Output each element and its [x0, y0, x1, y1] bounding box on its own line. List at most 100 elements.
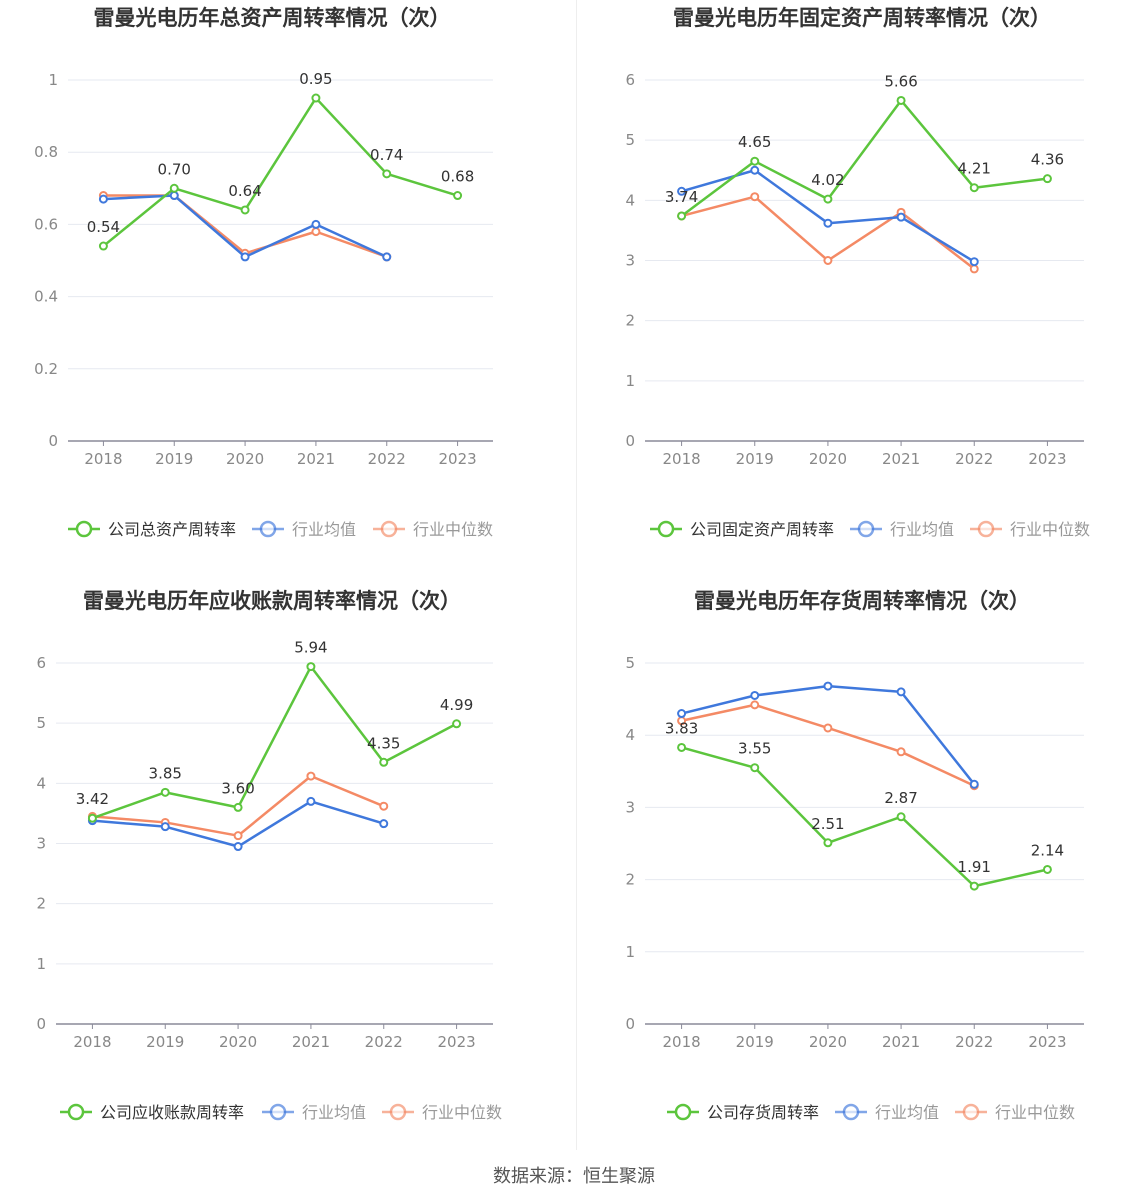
- avg-data-point: [750, 165, 760, 175]
- company-data-point: [453, 191, 463, 201]
- legend-label: 行业均值: [875, 1103, 939, 1122]
- x-tick-label: 2018: [662, 450, 700, 468]
- avg-data-point: [677, 186, 687, 196]
- y-tick-label: 0.8: [34, 143, 58, 161]
- company-data-point: [823, 838, 833, 848]
- x-tick-label: 2021: [882, 450, 920, 468]
- avg-data-point: [750, 690, 760, 700]
- median-data-point: [823, 723, 833, 733]
- data-label: 3.42: [76, 790, 109, 808]
- y-tick-label: 4: [625, 726, 635, 744]
- company-data-point: [233, 802, 243, 812]
- data-label: 4.99: [440, 696, 473, 714]
- legend-item-avg: 行业均值: [835, 1103, 939, 1122]
- avg-data-point: [677, 709, 687, 719]
- x-tick-label: 2022: [955, 1033, 993, 1051]
- panel-divider: [576, 0, 577, 1150]
- data-source: 数据来源：恒生聚源: [493, 1166, 655, 1187]
- y-tick-label: 1: [48, 71, 58, 89]
- legend-label: 行业中位数: [1010, 520, 1090, 539]
- company-data-point: [823, 194, 833, 204]
- legend-item-company: 公司存货周转率: [667, 1103, 819, 1122]
- avg-data-point: [240, 252, 250, 262]
- avg-data-point: [233, 842, 243, 852]
- company-data-point: [87, 813, 97, 823]
- company-data-point: [677, 742, 687, 752]
- legend-item-company: 公司固定资产周转率: [650, 520, 834, 539]
- legend-marker: [842, 1103, 860, 1121]
- legend-marker: [75, 520, 93, 538]
- median-data-point: [823, 256, 833, 265]
- legend-label: 行业均值: [890, 520, 954, 539]
- avg-data-point: [823, 681, 833, 691]
- company-data-point: [896, 812, 906, 822]
- company-data-point: [750, 156, 760, 166]
- data-label: 0.54: [87, 218, 120, 236]
- legend-marker: [269, 1103, 287, 1121]
- avg-data-point: [98, 194, 108, 204]
- y-tick-label: 0.6: [34, 215, 58, 233]
- data-label: 0.74: [370, 146, 403, 164]
- avg-data-point: [382, 252, 392, 262]
- y-tick-label: 5: [625, 131, 635, 149]
- y-tick-label: 2: [625, 871, 635, 889]
- avg-data-point: [169, 191, 179, 201]
- data-label: 3.83: [665, 719, 698, 737]
- legend-item-median: 行业中位数: [373, 520, 493, 539]
- median-data-point: [379, 801, 389, 811]
- y-tick-label: 6: [625, 71, 635, 89]
- avg-data-point: [969, 779, 979, 789]
- x-tick-label: 2020: [809, 450, 847, 468]
- legend-item-avg: 行业均值: [850, 520, 954, 539]
- y-tick-label: 4: [625, 191, 635, 209]
- chart-title: 雷曼光电历年存货周转率情况（次）: [694, 589, 1030, 613]
- chart-svg: 雷曼光电历年应收账款周转率情况（次） 0 1 2 3 4 5 6 2018 2019 2020 202…: [36, 589, 502, 1122]
- median-data-point: [306, 771, 316, 781]
- y-tick-label: 2: [625, 312, 635, 330]
- x-tick-label: 2020: [219, 1033, 257, 1051]
- data-label: 1.91: [958, 858, 991, 876]
- avg-data-point: [379, 819, 389, 829]
- legend-item-median: 行业中位数: [970, 520, 1090, 539]
- legend-label: 行业均值: [302, 1103, 366, 1122]
- data-label: 3.74: [665, 188, 698, 206]
- data-label: 0.70: [158, 160, 191, 178]
- y-tick-label: 0: [48, 432, 58, 450]
- legend-marker: [962, 1103, 980, 1121]
- x-tick-label: 2020: [809, 1033, 847, 1051]
- company-data-point: [382, 169, 392, 179]
- y-tick-label: 0.2: [34, 360, 58, 378]
- legend-item-median: 行业中位数: [382, 1103, 502, 1122]
- legend-marker: [67, 1103, 85, 1121]
- company-data-point: [1042, 864, 1052, 874]
- legend-item-company: 公司总资产周转率: [68, 520, 236, 539]
- legend-label: 行业中位数: [995, 1103, 1075, 1122]
- y-tick-label: 4: [36, 774, 46, 792]
- company-data-point: [750, 763, 760, 773]
- x-tick-label: 2023: [438, 450, 476, 468]
- company-data-point: [311, 93, 321, 103]
- company-data-point: [306, 662, 316, 672]
- data-label: 0.95: [299, 70, 332, 88]
- legend-label: 公司固定资产周转率: [690, 520, 834, 539]
- y-tick-label: 3: [625, 798, 635, 816]
- data-label: 2.51: [811, 815, 844, 833]
- x-tick-label: 2021: [292, 1033, 330, 1051]
- company-data-point: [169, 183, 179, 193]
- company-data-point: [379, 757, 389, 767]
- x-tick-label: 2018: [662, 1033, 700, 1051]
- y-tick-label: 3: [625, 252, 635, 270]
- chart-plot-group: 雷曼光电历年应收账款周转率情况（次） 0 1 2 3 4 5 6 2018 2019 2020 202…: [36, 589, 502, 1122]
- median-data-point: [750, 192, 760, 202]
- legend-marker: [857, 520, 875, 538]
- data-label: 0.68: [441, 168, 474, 186]
- y-tick-label: 3: [36, 835, 46, 853]
- y-tick-label: 5: [36, 714, 46, 732]
- x-tick-label: 2021: [882, 1033, 920, 1051]
- median-data-point: [750, 700, 760, 710]
- x-tick-label: 2021: [297, 450, 335, 468]
- avg-data-point: [306, 796, 316, 806]
- company-data-point: [240, 205, 250, 215]
- avg-data-point: [896, 687, 906, 697]
- data-label: 3.85: [149, 764, 182, 782]
